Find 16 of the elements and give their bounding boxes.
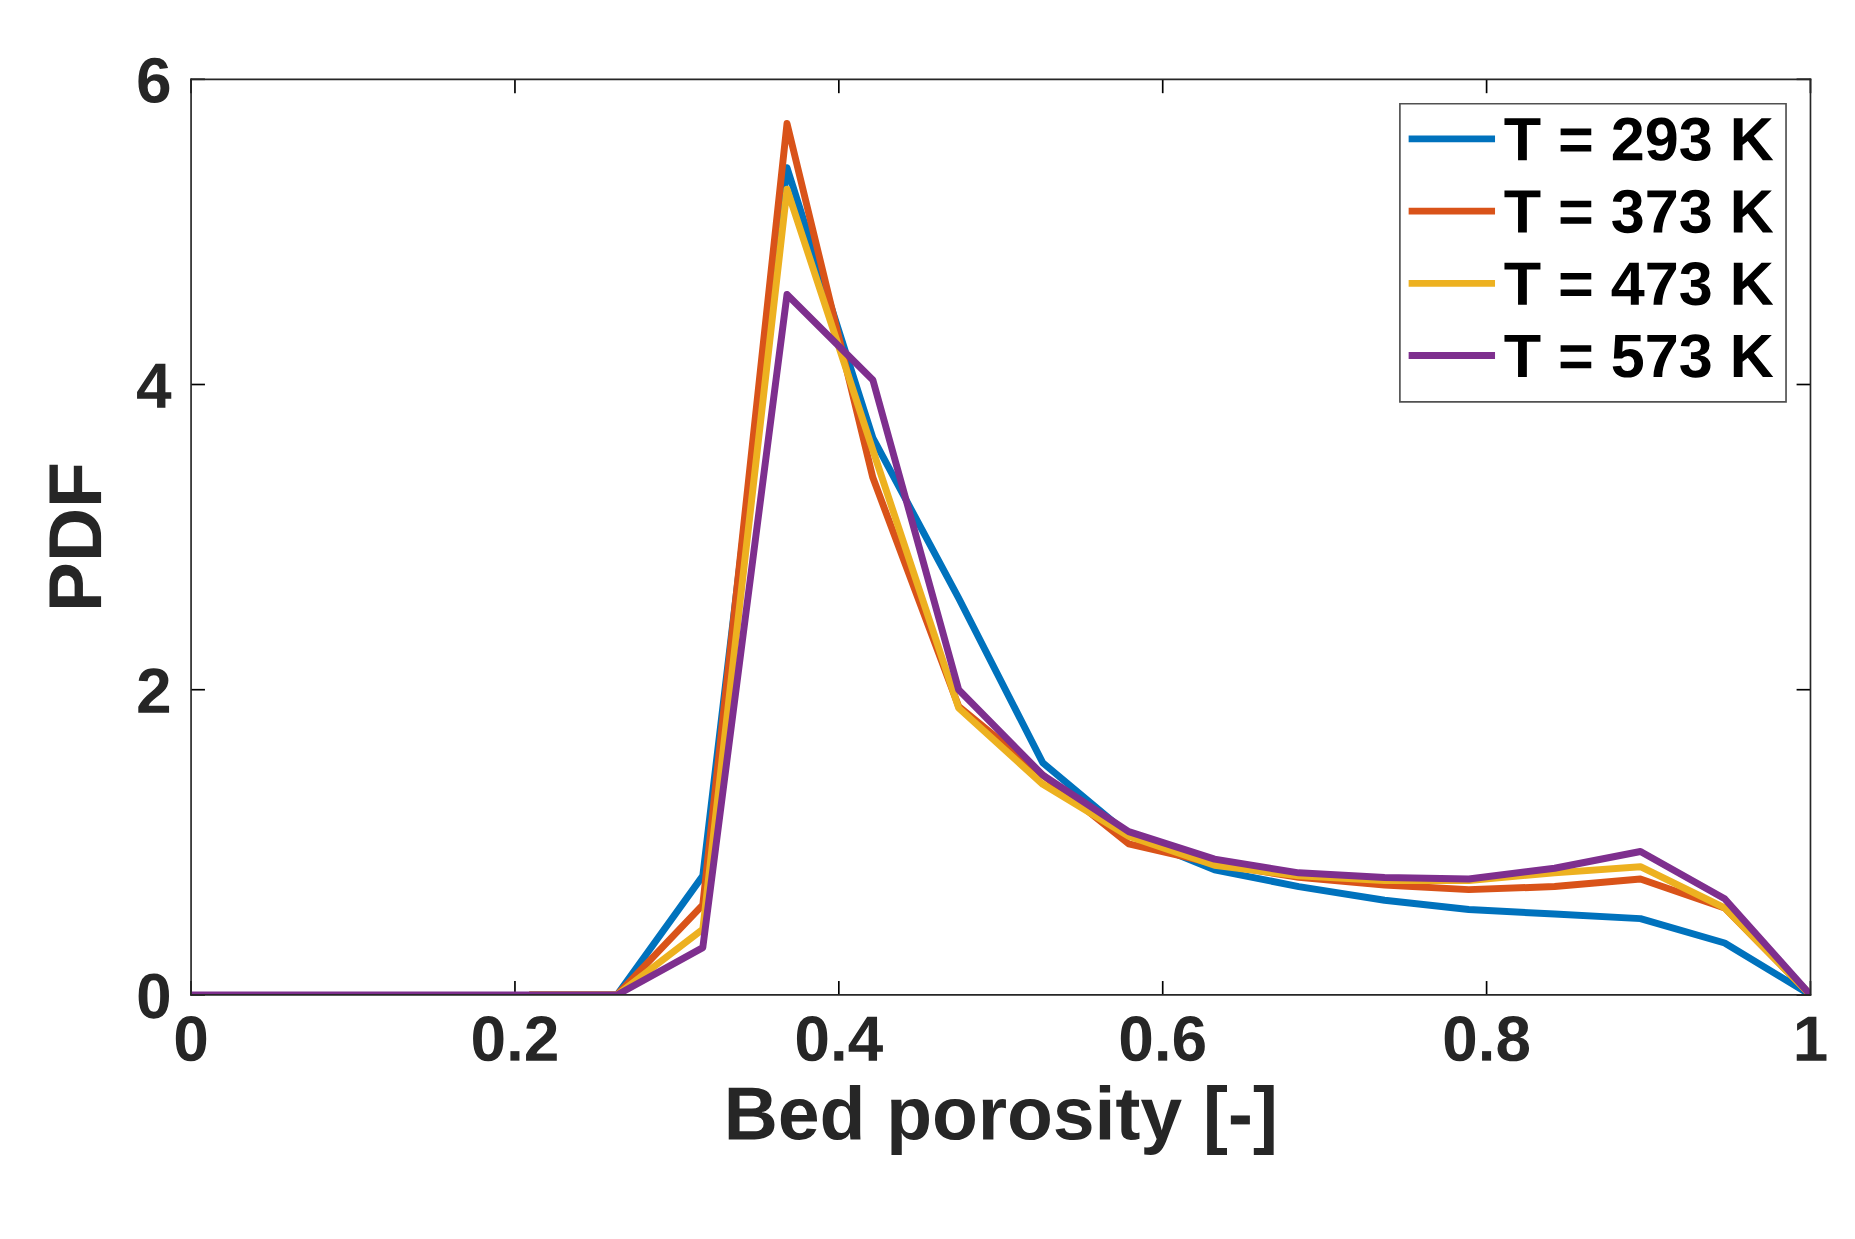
legend-label: T = 293 K xyxy=(1504,117,1774,161)
x-tick-label: 0.6 xyxy=(1120,1016,1205,1062)
x-tick-label: 0.4 xyxy=(796,1016,883,1062)
legend-label: T = 373 K xyxy=(1504,189,1774,234)
y-tick-label: 2 xyxy=(138,668,170,713)
y-tick-label: 6 xyxy=(138,57,170,104)
y-axis-title: PDF xyxy=(49,464,102,608)
x-tick-label: 0 xyxy=(175,1016,207,1062)
legend-label: T = 573 K xyxy=(1504,334,1774,378)
y-tick-label: 0 xyxy=(138,973,170,1019)
x-tick-label: 0.8 xyxy=(1444,1016,1530,1062)
legend-label: T = 473 K xyxy=(1504,262,1774,306)
x-tick-label: 1 xyxy=(1796,1016,1827,1061)
x-axis-title: Bed porosity [-] xyxy=(728,1085,1274,1155)
y-tick-label: 4 xyxy=(137,363,172,408)
x-tick-label: 0.2 xyxy=(473,1016,557,1062)
